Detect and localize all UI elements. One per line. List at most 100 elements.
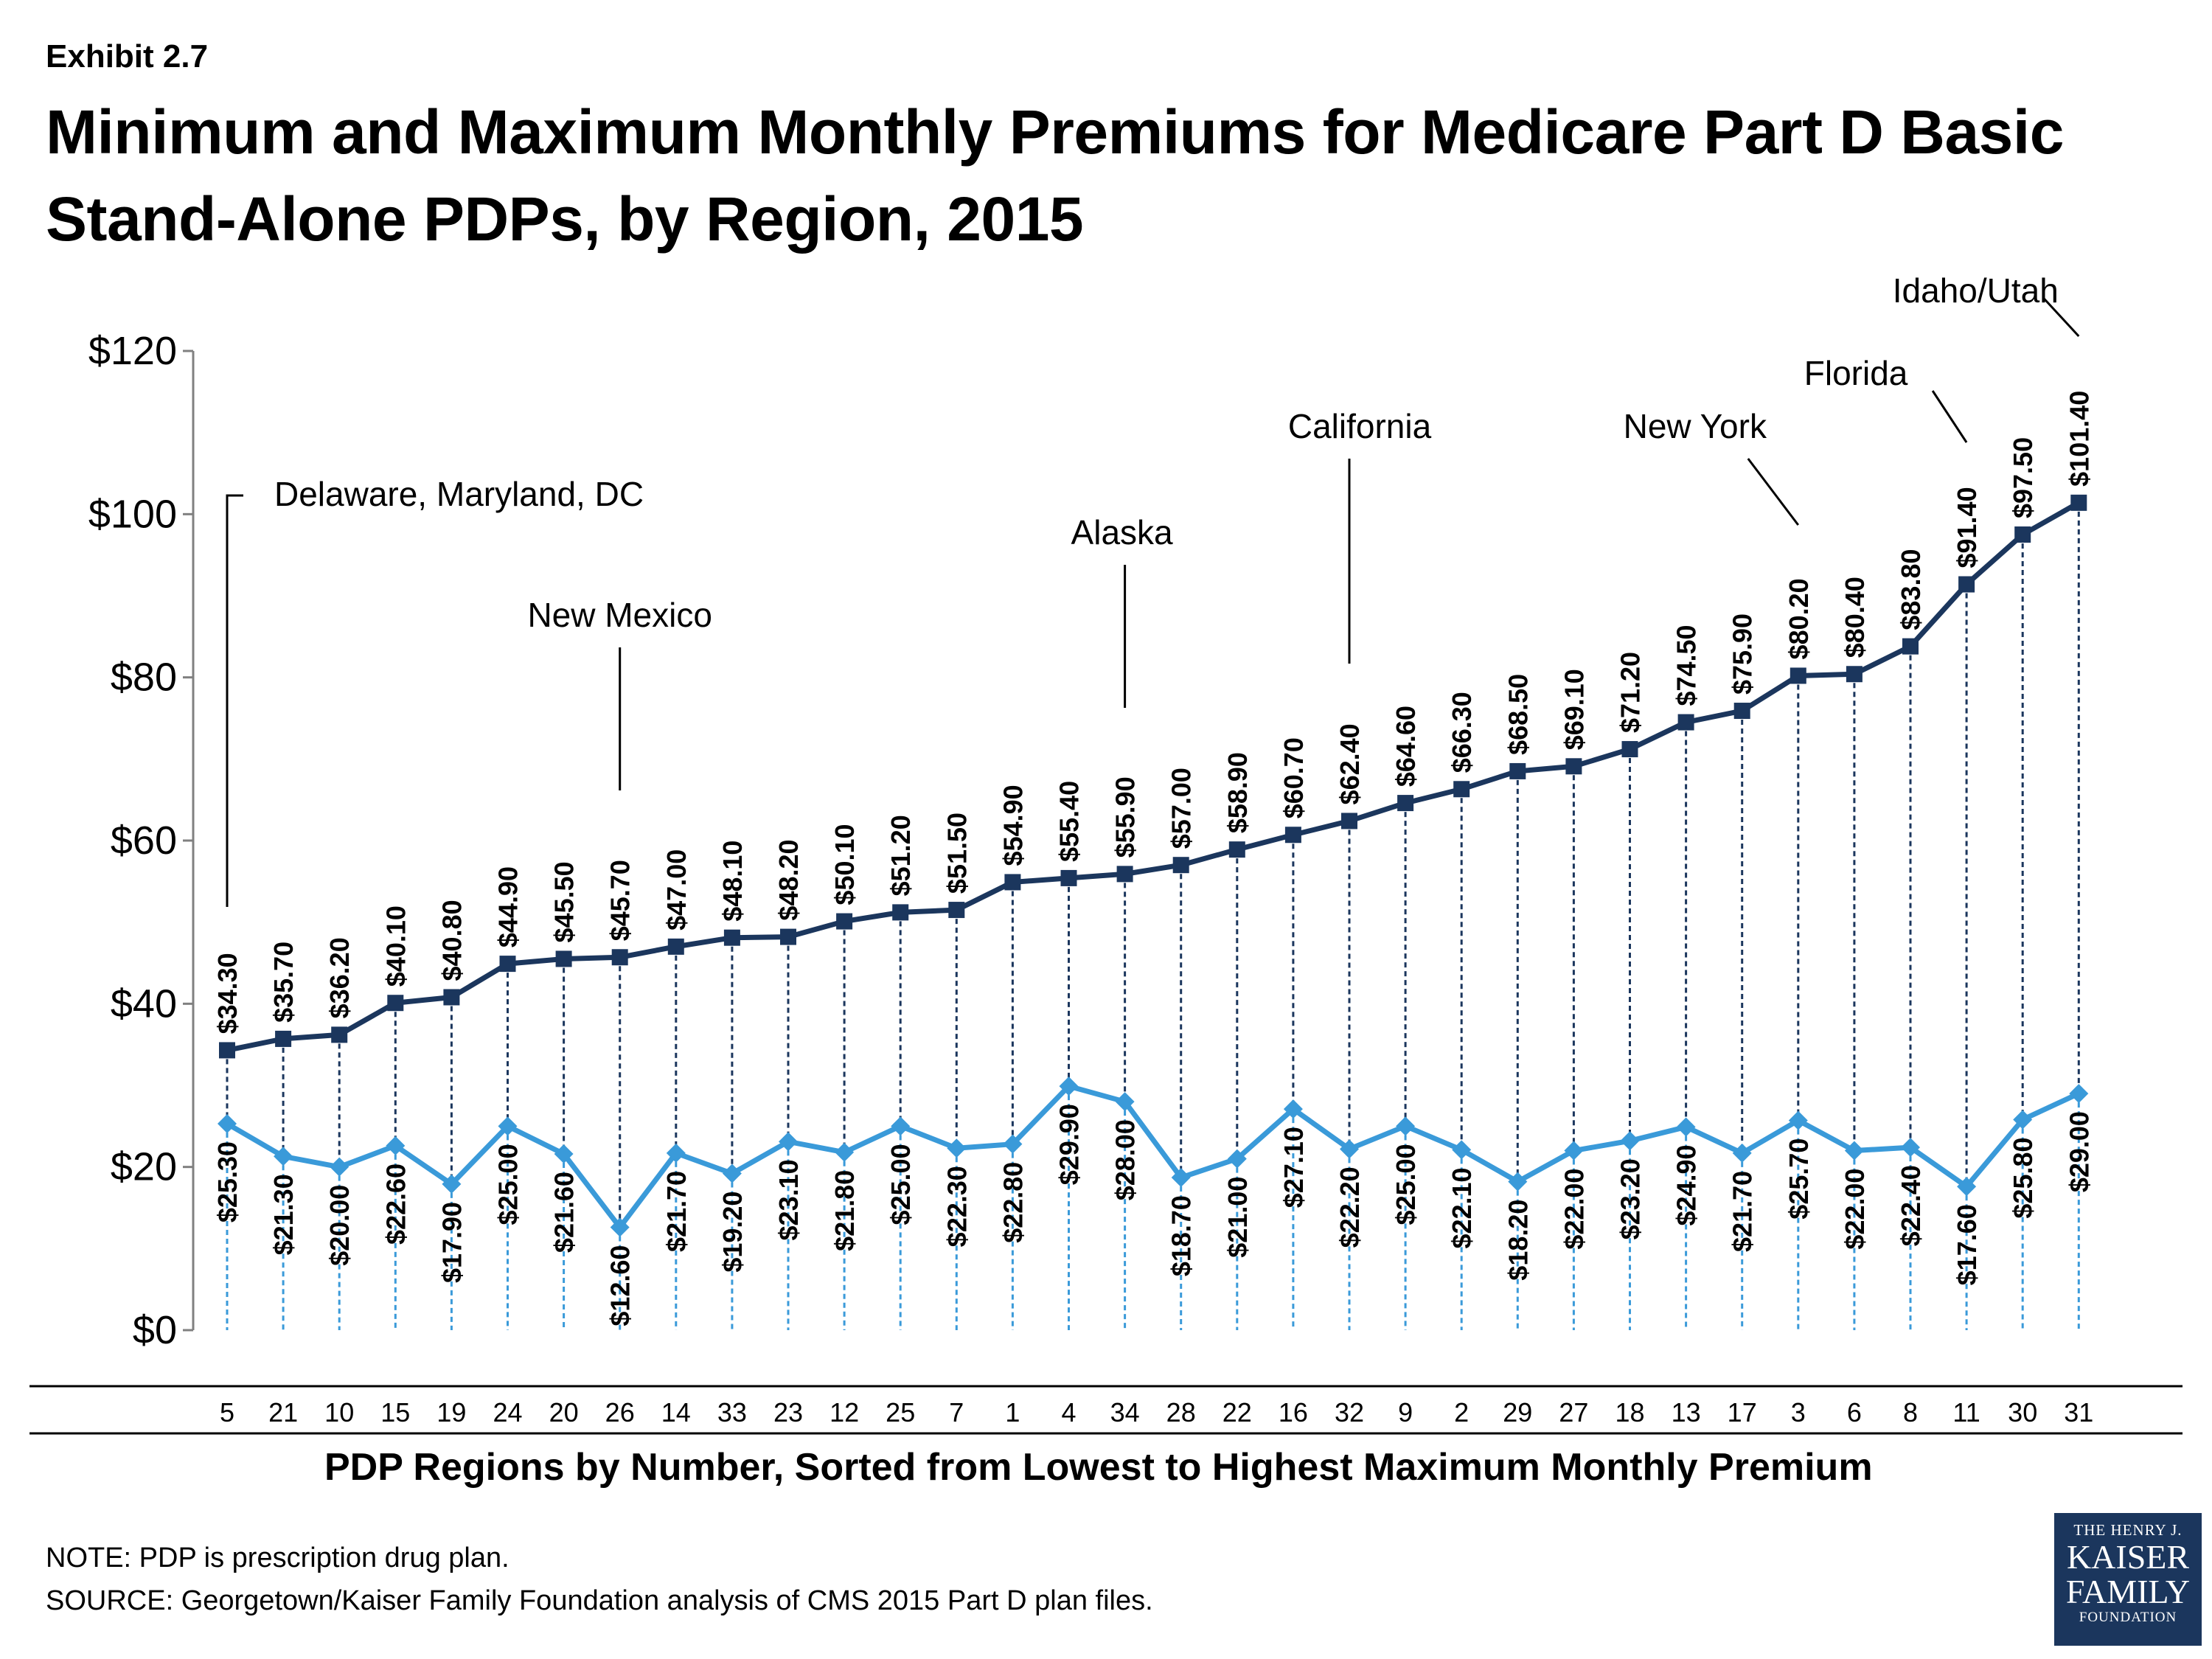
max-premium-marker <box>555 950 572 967</box>
min-premium-marker <box>386 1135 406 1155</box>
min-premium-marker <box>1508 1172 1528 1192</box>
x-tick-label: 4 <box>1061 1397 1076 1427</box>
max-premium-marker <box>723 929 740 946</box>
max-premium-marker <box>1284 827 1301 844</box>
min-premium-marker <box>1620 1131 1640 1151</box>
min-premium-marker <box>1340 1139 1359 1159</box>
x-tick-label: 14 <box>661 1397 691 1427</box>
chart-title: Minimum and Maximum Monthly Premiums for… <box>46 97 2064 254</box>
min-premium-label: $21.80 <box>830 1170 860 1251</box>
note-text: NOTE: PDP is prescription drug plan. <box>46 1543 509 1573</box>
max-premium-marker <box>1004 874 1021 891</box>
min-premium-label: $17.60 <box>1952 1204 1982 1285</box>
min-premium-marker <box>1227 1149 1247 1169</box>
y-tick-label: $20 <box>111 1145 177 1189</box>
max-premium-label: $66.30 <box>1447 692 1477 773</box>
max-premium-marker <box>1621 741 1638 758</box>
min-premium-marker <box>835 1142 855 1162</box>
y-tick-label: $120 <box>88 329 177 373</box>
region-annotation: New Mexico <box>527 596 712 634</box>
min-premium-marker <box>666 1143 686 1163</box>
min-premium-marker <box>1115 1092 1135 1112</box>
max-premium-marker <box>443 989 460 1006</box>
y-tick-label: $40 <box>111 981 177 1026</box>
max-premium-marker <box>1790 667 1806 684</box>
min-premium-marker <box>1732 1143 1752 1163</box>
markers <box>218 494 2089 1237</box>
logo-line-1: THE HENRY J. <box>2073 1521 2183 1539</box>
x-tick-label: 29 <box>1503 1397 1532 1427</box>
max-premium-label: $75.90 <box>1728 613 1758 695</box>
max-premium-label: $44.90 <box>493 866 524 947</box>
max-premium-marker <box>1509 762 1526 779</box>
min-premium-marker <box>498 1116 518 1136</box>
x-tick-label: 28 <box>1166 1397 1196 1427</box>
min-premium-label: $22.30 <box>942 1166 972 1247</box>
max-premium-marker <box>2014 526 2031 543</box>
max-premium-marker <box>1172 857 1189 874</box>
max-premium-marker <box>948 902 965 919</box>
max-premium-label: $34.30 <box>212 953 243 1034</box>
min-premium-label: $21.30 <box>268 1174 299 1255</box>
max-premium-label: $60.70 <box>1279 737 1309 818</box>
min-premium-label: $22.60 <box>380 1164 411 1245</box>
max-premium-marker <box>1846 666 1863 683</box>
droplines <box>226 502 2080 1330</box>
min-premium-marker <box>1452 1140 1472 1160</box>
x-tick-label: 21 <box>268 1397 298 1427</box>
min-premium-label: $24.90 <box>1672 1144 1702 1225</box>
annotation-leader-line <box>1931 390 1968 443</box>
x-tick-label: 16 <box>1279 1397 1308 1427</box>
max-premium-marker <box>1341 813 1357 830</box>
region-annotation: Alaska <box>1071 513 1173 552</box>
max-premium-marker <box>667 938 684 955</box>
min-premium-label: $22.20 <box>1335 1166 1365 1248</box>
max-premium-label: $68.50 <box>1503 674 1533 755</box>
x-tick-label: 10 <box>324 1397 354 1427</box>
region-annotation: New York <box>1624 407 1767 445</box>
min-premium-label: $21.70 <box>661 1171 692 1252</box>
min-premium-marker <box>1788 1110 1808 1130</box>
max-premium-label: $69.10 <box>1559 669 1589 750</box>
x-axis-title: PDP Regions by Number, Sorted from Lowes… <box>324 1446 1873 1489</box>
region-annotation: California <box>1288 407 1432 445</box>
x-tick-label: 3 <box>1791 1397 1806 1427</box>
x-tick-label: 18 <box>1615 1397 1644 1427</box>
min-premium-label: $22.00 <box>1840 1169 1870 1250</box>
min-premium-marker <box>1283 1099 1303 1119</box>
max-premium-marker <box>1453 781 1470 798</box>
annotation-leader-line <box>2042 296 2080 338</box>
annotation-leader-line <box>226 494 243 907</box>
y-tick-label: $0 <box>133 1308 177 1352</box>
max-premium-label: $64.60 <box>1391 706 1421 787</box>
min-premium-marker <box>1957 1177 1977 1197</box>
x-tick-label: 30 <box>2008 1397 2037 1427</box>
y-tick-label: $100 <box>88 492 177 536</box>
x-tick-label: 34 <box>1110 1397 1140 1427</box>
max-premium-label: $91.40 <box>1952 487 1982 568</box>
x-tick-label: 24 <box>493 1397 522 1427</box>
region-annotation: Delaware, Maryland, DC <box>274 475 644 513</box>
kff-logo: THE HENRY J. KAISER FAMILY FOUNDATION <box>2054 1513 2202 1646</box>
x-tick-label: 5 <box>220 1397 234 1427</box>
min-premium-marker <box>1003 1134 1023 1154</box>
max-premium-marker <box>1116 866 1133 883</box>
x-tick-label: 23 <box>773 1397 803 1427</box>
series-lines <box>226 500 2081 1231</box>
min-premium-label: $25.80 <box>2008 1137 2038 1218</box>
min-premium-label: $27.10 <box>1279 1127 1309 1208</box>
min-premium-label: $17.90 <box>437 1202 467 1283</box>
max-premium-marker <box>2070 494 2087 511</box>
max-premium-marker <box>1733 703 1750 720</box>
x-tick-label: 17 <box>1728 1397 1757 1427</box>
min-premium-label: $25.30 <box>212 1141 243 1222</box>
exhibit-label: Exhibit 2.7 <box>46 38 209 74</box>
x-tick-label: 2 <box>1454 1397 1469 1427</box>
max-premium-marker <box>1228 841 1245 858</box>
x-tick-label: 15 <box>380 1397 410 1427</box>
x-tick-label: 33 <box>717 1397 747 1427</box>
max-premium-line <box>226 500 2081 1053</box>
x-tick-label: 9 <box>1398 1397 1413 1427</box>
source-text: SOURCE: Georgetown/Kaiser Family Foundat… <box>46 1585 1153 1616</box>
x-tick-label: 31 <box>2064 1397 2093 1427</box>
